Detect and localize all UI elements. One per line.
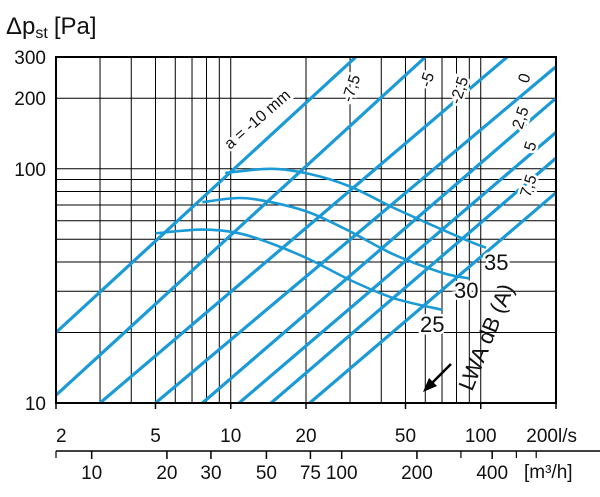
sound-curve-series [225, 167, 487, 250]
series-label: 0 [516, 71, 535, 85]
pressure-line-series [98, 57, 510, 403]
series-label: 2,5 [510, 105, 533, 132]
lwa-arrowhead-icon [423, 378, 437, 392]
x-tick-label: 5 [150, 426, 161, 447]
y-tick-label: 300 [14, 48, 46, 69]
bottom-tick-label: 200 [401, 463, 433, 484]
x-tick-label: 20 [295, 426, 316, 447]
bottom-axis: 10 20 30 50 75 100 200 400 [55, 450, 600, 484]
pressure-line-series [238, 131, 556, 403]
y-tick-label: 100 [14, 160, 46, 181]
series-label: a = -10 mm [221, 87, 294, 153]
y-axis-label-unit: [Pa] [54, 13, 97, 40]
sound-level-curves [155, 167, 487, 312]
x-axis-unit-bottom: [m³/h] [524, 462, 573, 483]
bottom-tick-label: 100 [326, 463, 358, 484]
y-axis-label-symbol: Δp [6, 13, 35, 40]
sound-curve-series [202, 196, 470, 280]
series-label: -7,5 [340, 73, 365, 105]
x-axis-unit-top: l/s [558, 426, 577, 447]
bottom-tick-label: 10 [81, 463, 102, 484]
x-tick-label: 10 [220, 426, 241, 447]
pressure-line-series [270, 156, 556, 403]
series-label: -5 [418, 70, 439, 89]
pressure-line-series [201, 96, 556, 403]
series-label: 5 [522, 139, 541, 153]
bottom-tick-label: 400 [476, 463, 508, 484]
sound-level-label: 25 [420, 312, 444, 337]
y-tick-label: 10 [25, 394, 46, 415]
x-tick-label: 2 [56, 426, 67, 447]
sound-level-label: 35 [484, 250, 508, 275]
x-tick-label: 100 [465, 426, 497, 447]
svg-text:Δpst[Pa]: Δpst [Pa] [6, 13, 97, 42]
pressure-line-series [56, 57, 428, 397]
bottom-tick-label: 50 [256, 463, 277, 484]
y-tick-label: 200 [14, 89, 46, 110]
bottom-tick-label: 30 [200, 463, 221, 484]
pressure-line-series [308, 191, 556, 403]
x-tick-label: 200 [526, 426, 558, 447]
sound-curve-series [155, 228, 443, 312]
x-tick-label: 50 [395, 426, 416, 447]
pressure-lines [56, 57, 556, 403]
y-axis-title: Δpst [Pa] [6, 13, 97, 42]
series-label: -2,5 [448, 75, 473, 107]
bottom-tick-label: 75 [300, 463, 321, 484]
sound-level-label: 30 [454, 278, 478, 303]
bottom-tick-label: 20 [156, 463, 177, 484]
series-label: 7,5 [518, 173, 541, 200]
pressure-line-series [56, 57, 359, 334]
y-axis-label-subscript: st [35, 25, 48, 42]
